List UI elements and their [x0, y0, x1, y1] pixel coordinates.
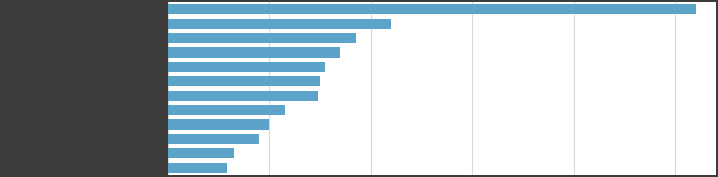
Bar	[168, 47, 340, 58]
Bar	[168, 19, 391, 29]
Bar	[168, 90, 318, 101]
Bar	[168, 134, 259, 144]
Bar	[168, 4, 696, 15]
Bar	[168, 105, 284, 115]
Bar	[168, 62, 325, 72]
Bar	[168, 162, 227, 173]
Bar	[168, 148, 234, 158]
Bar	[168, 119, 269, 130]
Bar	[168, 33, 355, 43]
Bar	[168, 76, 320, 87]
